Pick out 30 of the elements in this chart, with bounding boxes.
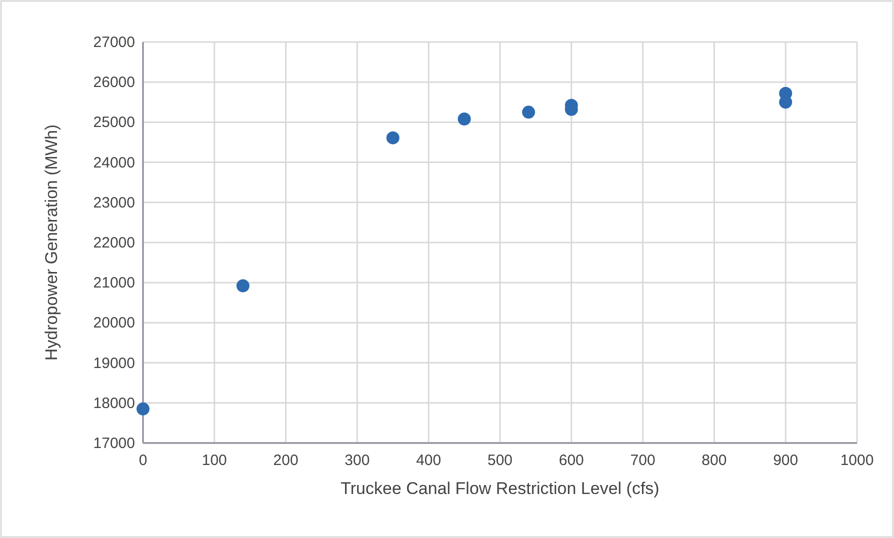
y-tick-label: 21000	[93, 274, 135, 292]
y-tick-label: 24000	[93, 154, 135, 172]
point	[522, 106, 536, 119]
x-tick-label: 0	[138, 452, 148, 469]
y-tick-label: 26000	[93, 74, 135, 92]
y-tick-label: 27000	[93, 34, 135, 51]
y-tick-label: 20000	[93, 314, 135, 332]
x-tick-label: 800	[702, 452, 727, 469]
point	[136, 402, 150, 416]
x-tick-label: 1000	[840, 452, 874, 469]
y-tick-label: 17000	[93, 435, 135, 452]
x-tick-label: 300	[344, 452, 370, 469]
y-tick-label: 19000	[93, 354, 135, 372]
y-tick-label: 22000	[93, 234, 135, 252]
y-tick-label: 25000	[93, 114, 135, 132]
y-tick-label: 23000	[93, 194, 135, 212]
point	[236, 279, 250, 292]
x-tick-label: 500	[487, 452, 513, 469]
x-axis-title: Truckee Canal Flow Restriction Level (cfs)	[340, 479, 660, 498]
x-tick-label: 200	[273, 452, 298, 469]
x-tick-label: 400	[416, 452, 442, 469]
x-tick-label: 600	[558, 452, 584, 469]
x-tick-label: 700	[630, 452, 656, 469]
point	[458, 112, 471, 126]
y-axis-title: Hydropower Generation (MWh)	[42, 124, 61, 361]
x-tick-label: 100	[202, 452, 227, 469]
y-tick-label: 18000	[93, 394, 135, 412]
point	[779, 96, 792, 109]
x-tick-label: 900	[773, 452, 798, 469]
point	[386, 131, 400, 144]
